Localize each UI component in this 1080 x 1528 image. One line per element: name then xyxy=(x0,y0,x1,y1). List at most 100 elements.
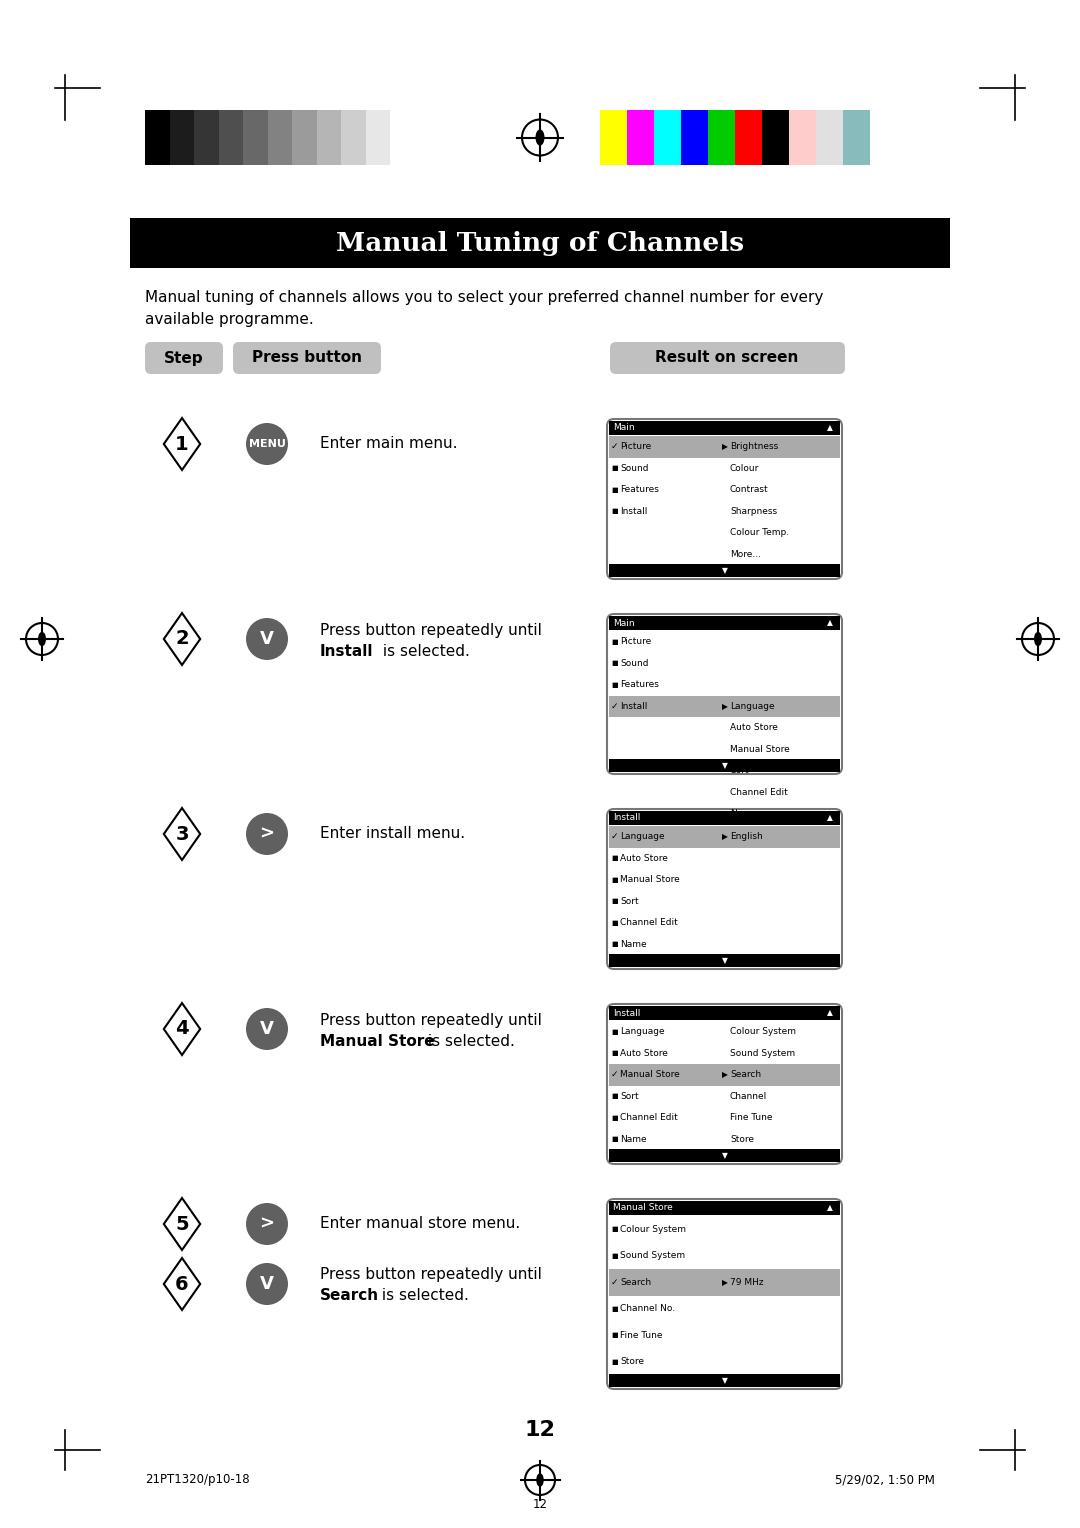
Text: ■: ■ xyxy=(611,1332,618,1339)
Bar xyxy=(194,110,218,165)
Circle shape xyxy=(1022,623,1054,656)
Text: 5: 5 xyxy=(175,1215,189,1233)
FancyBboxPatch shape xyxy=(607,419,842,579)
Text: ■: ■ xyxy=(611,1050,618,1056)
Bar xyxy=(609,422,840,435)
Text: Press button repeatedly until: Press button repeatedly until xyxy=(320,1013,542,1027)
Text: ▶: ▶ xyxy=(723,442,728,451)
Text: V: V xyxy=(260,1274,274,1293)
Text: Channel Edit: Channel Edit xyxy=(620,918,678,927)
Circle shape xyxy=(522,119,558,156)
Text: >: > xyxy=(259,1215,274,1233)
Text: Sound System: Sound System xyxy=(620,1251,685,1261)
Bar xyxy=(366,110,391,165)
Text: Contrast: Contrast xyxy=(730,486,769,494)
Text: Manual Store: Manual Store xyxy=(613,1204,673,1213)
Text: ■: ■ xyxy=(611,1028,618,1034)
Text: Auto Store: Auto Store xyxy=(620,1048,667,1057)
Bar xyxy=(789,110,816,165)
Circle shape xyxy=(246,423,288,465)
Polygon shape xyxy=(164,419,200,471)
Circle shape xyxy=(26,623,58,656)
Text: ▶: ▶ xyxy=(723,1070,728,1079)
Text: ■: ■ xyxy=(611,1358,618,1365)
Bar xyxy=(316,110,341,165)
Text: Picture: Picture xyxy=(620,442,651,451)
Bar xyxy=(843,110,870,165)
Text: Sort: Sort xyxy=(620,897,638,906)
Text: ■: ■ xyxy=(611,941,618,947)
Text: V: V xyxy=(260,1021,274,1038)
Text: Store: Store xyxy=(620,1357,644,1366)
Text: English: English xyxy=(730,833,762,842)
Text: ■: ■ xyxy=(611,639,618,645)
Text: ■: ■ xyxy=(611,877,618,883)
Text: Main: Main xyxy=(613,619,635,628)
Text: ■: ■ xyxy=(611,465,618,471)
Text: ▶: ▶ xyxy=(723,833,728,842)
Text: >: > xyxy=(259,825,274,843)
Text: Name: Name xyxy=(620,940,647,949)
Text: Colour Temp.: Colour Temp. xyxy=(730,529,789,538)
Text: ▲: ▲ xyxy=(827,813,833,822)
Bar xyxy=(130,219,950,267)
Text: Press button: Press button xyxy=(252,350,362,365)
Text: is selected.: is selected. xyxy=(377,1288,469,1303)
Bar xyxy=(268,110,293,165)
FancyBboxPatch shape xyxy=(145,342,222,374)
Text: ■: ■ xyxy=(611,1227,618,1232)
Text: Features: Features xyxy=(620,680,659,689)
Text: ▶: ▶ xyxy=(723,701,728,711)
Ellipse shape xyxy=(1034,631,1042,646)
Text: ▼: ▼ xyxy=(721,957,728,966)
Bar xyxy=(391,110,415,165)
Text: ■: ■ xyxy=(611,660,618,666)
Text: Sound System: Sound System xyxy=(730,1048,795,1057)
FancyBboxPatch shape xyxy=(607,614,842,775)
Text: 21PT1320/p10-18: 21PT1320/p10-18 xyxy=(145,1473,249,1487)
Text: Press button repeatedly until: Press button repeatedly until xyxy=(320,1268,542,1282)
Text: Manual Store: Manual Store xyxy=(620,1070,679,1079)
Text: More...: More... xyxy=(730,550,761,559)
Text: Install: Install xyxy=(320,643,374,659)
Text: ▲: ▲ xyxy=(827,1008,833,1018)
Text: Sort: Sort xyxy=(730,766,748,775)
Text: ■: ■ xyxy=(611,1093,618,1099)
Text: Sharpness: Sharpness xyxy=(730,507,778,516)
Circle shape xyxy=(246,617,288,660)
Text: Colour System: Colour System xyxy=(620,1225,686,1233)
Text: Language: Language xyxy=(730,701,774,711)
Text: Auto Store: Auto Store xyxy=(620,854,667,863)
Text: ■: ■ xyxy=(611,920,618,926)
Bar xyxy=(609,827,840,848)
Bar xyxy=(218,110,243,165)
Text: Sort: Sort xyxy=(620,1091,638,1100)
Text: ▲: ▲ xyxy=(827,619,833,628)
Text: ✓: ✓ xyxy=(611,1070,619,1079)
Bar xyxy=(609,435,840,457)
Bar xyxy=(609,616,840,630)
Text: ■: ■ xyxy=(611,487,618,492)
Circle shape xyxy=(246,1264,288,1305)
Text: V: V xyxy=(260,630,274,648)
Text: ■: ■ xyxy=(611,1137,618,1143)
Ellipse shape xyxy=(537,1473,543,1487)
Bar xyxy=(654,110,681,165)
Text: Enter manual store menu.: Enter manual store menu. xyxy=(320,1216,521,1232)
Bar xyxy=(609,564,840,578)
Text: Fine Tune: Fine Tune xyxy=(730,1114,772,1122)
Text: Manual Store: Manual Store xyxy=(620,876,679,885)
Text: Sound: Sound xyxy=(620,465,648,472)
Text: ■: ■ xyxy=(611,898,618,905)
Circle shape xyxy=(246,1203,288,1245)
FancyBboxPatch shape xyxy=(610,342,845,374)
Bar xyxy=(708,110,735,165)
Text: ■: ■ xyxy=(611,509,618,515)
Text: Result on screen: Result on screen xyxy=(656,350,799,365)
Text: Name: Name xyxy=(620,1135,647,1144)
Text: Manual Store: Manual Store xyxy=(320,1033,434,1048)
Ellipse shape xyxy=(38,631,46,646)
Bar xyxy=(609,695,840,717)
Text: ✓: ✓ xyxy=(611,442,619,451)
Text: ▶: ▶ xyxy=(723,1277,728,1287)
